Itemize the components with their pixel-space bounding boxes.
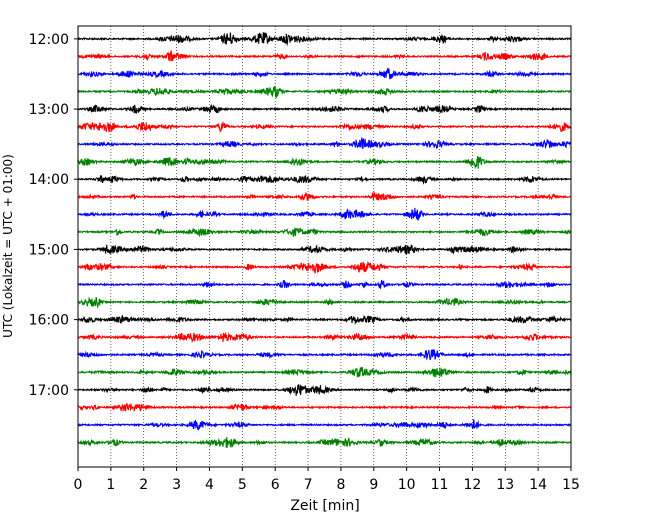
- trace-1: [77, 50, 572, 62]
- x-tick-label: 2: [139, 477, 148, 493]
- x-tick-label: 4: [205, 477, 214, 493]
- trace-6: [77, 136, 572, 150]
- x-tick-label: 1: [106, 477, 115, 493]
- x-axis-label: Zeit [min]: [290, 498, 359, 514]
- trace-0: [77, 32, 572, 47]
- trace-20: [77, 384, 572, 396]
- x-tick-label: 12: [463, 477, 481, 493]
- seismogram-traces: [77, 32, 572, 449]
- x-tick-label: 8: [336, 477, 345, 493]
- trace-7: [77, 156, 572, 170]
- x-tick-label: 5: [238, 477, 247, 493]
- trace-2: [77, 67, 572, 80]
- y-tick-label: 15:00: [29, 242, 69, 258]
- trace-4: [77, 104, 572, 115]
- y-tick-label: 14:00: [29, 172, 69, 188]
- x-tick-label: 13: [496, 477, 514, 493]
- trace-23: [77, 436, 572, 449]
- trace-8: [77, 175, 572, 185]
- trace-11: [77, 227, 572, 238]
- y-tick-label: 12:00: [29, 32, 69, 48]
- x-tick-label: 14: [529, 477, 547, 493]
- x-tick-label: 3: [172, 477, 181, 493]
- x-tick-label: 10: [398, 477, 416, 493]
- trace-14: [77, 279, 572, 290]
- trace-13: [77, 260, 572, 274]
- trace-18: [77, 349, 572, 361]
- y-tick-label: 13:00: [29, 102, 69, 118]
- x-tick-label: 7: [304, 477, 313, 493]
- trace-17: [77, 331, 572, 344]
- x-tick-label: 11: [431, 477, 449, 493]
- y-tick-label: 17:00: [29, 383, 69, 399]
- y-tick-label: 16:00: [29, 313, 69, 329]
- x-tick-label: 0: [74, 477, 83, 493]
- trace-10: [77, 207, 572, 221]
- trace-22: [77, 419, 572, 431]
- trace-16: [77, 314, 572, 325]
- x-tick-label: 6: [271, 477, 280, 493]
- trace-21: [77, 402, 572, 412]
- trace-19: [77, 367, 572, 378]
- trace-9: [77, 191, 572, 201]
- plot-frame: [77, 25, 572, 468]
- y-axis-label: UTC (Lokalzeit = UTC + 01:00): [1, 154, 15, 338]
- trace-3: [77, 85, 572, 99]
- trace-15: [77, 296, 572, 309]
- x-tick-label: 15: [562, 477, 580, 493]
- x-tick-label: 9: [369, 477, 378, 493]
- trace-5: [77, 121, 572, 134]
- y-axis-ticks: 12:00 13:00 14:00 15:00 16:00 17:00: [29, 32, 78, 399]
- trace-12: [77, 244, 572, 255]
- x-axis-ticks: 0 1 2 3 4 5 6 7 8 9 10 11 12 13 14 15: [74, 467, 580, 493]
